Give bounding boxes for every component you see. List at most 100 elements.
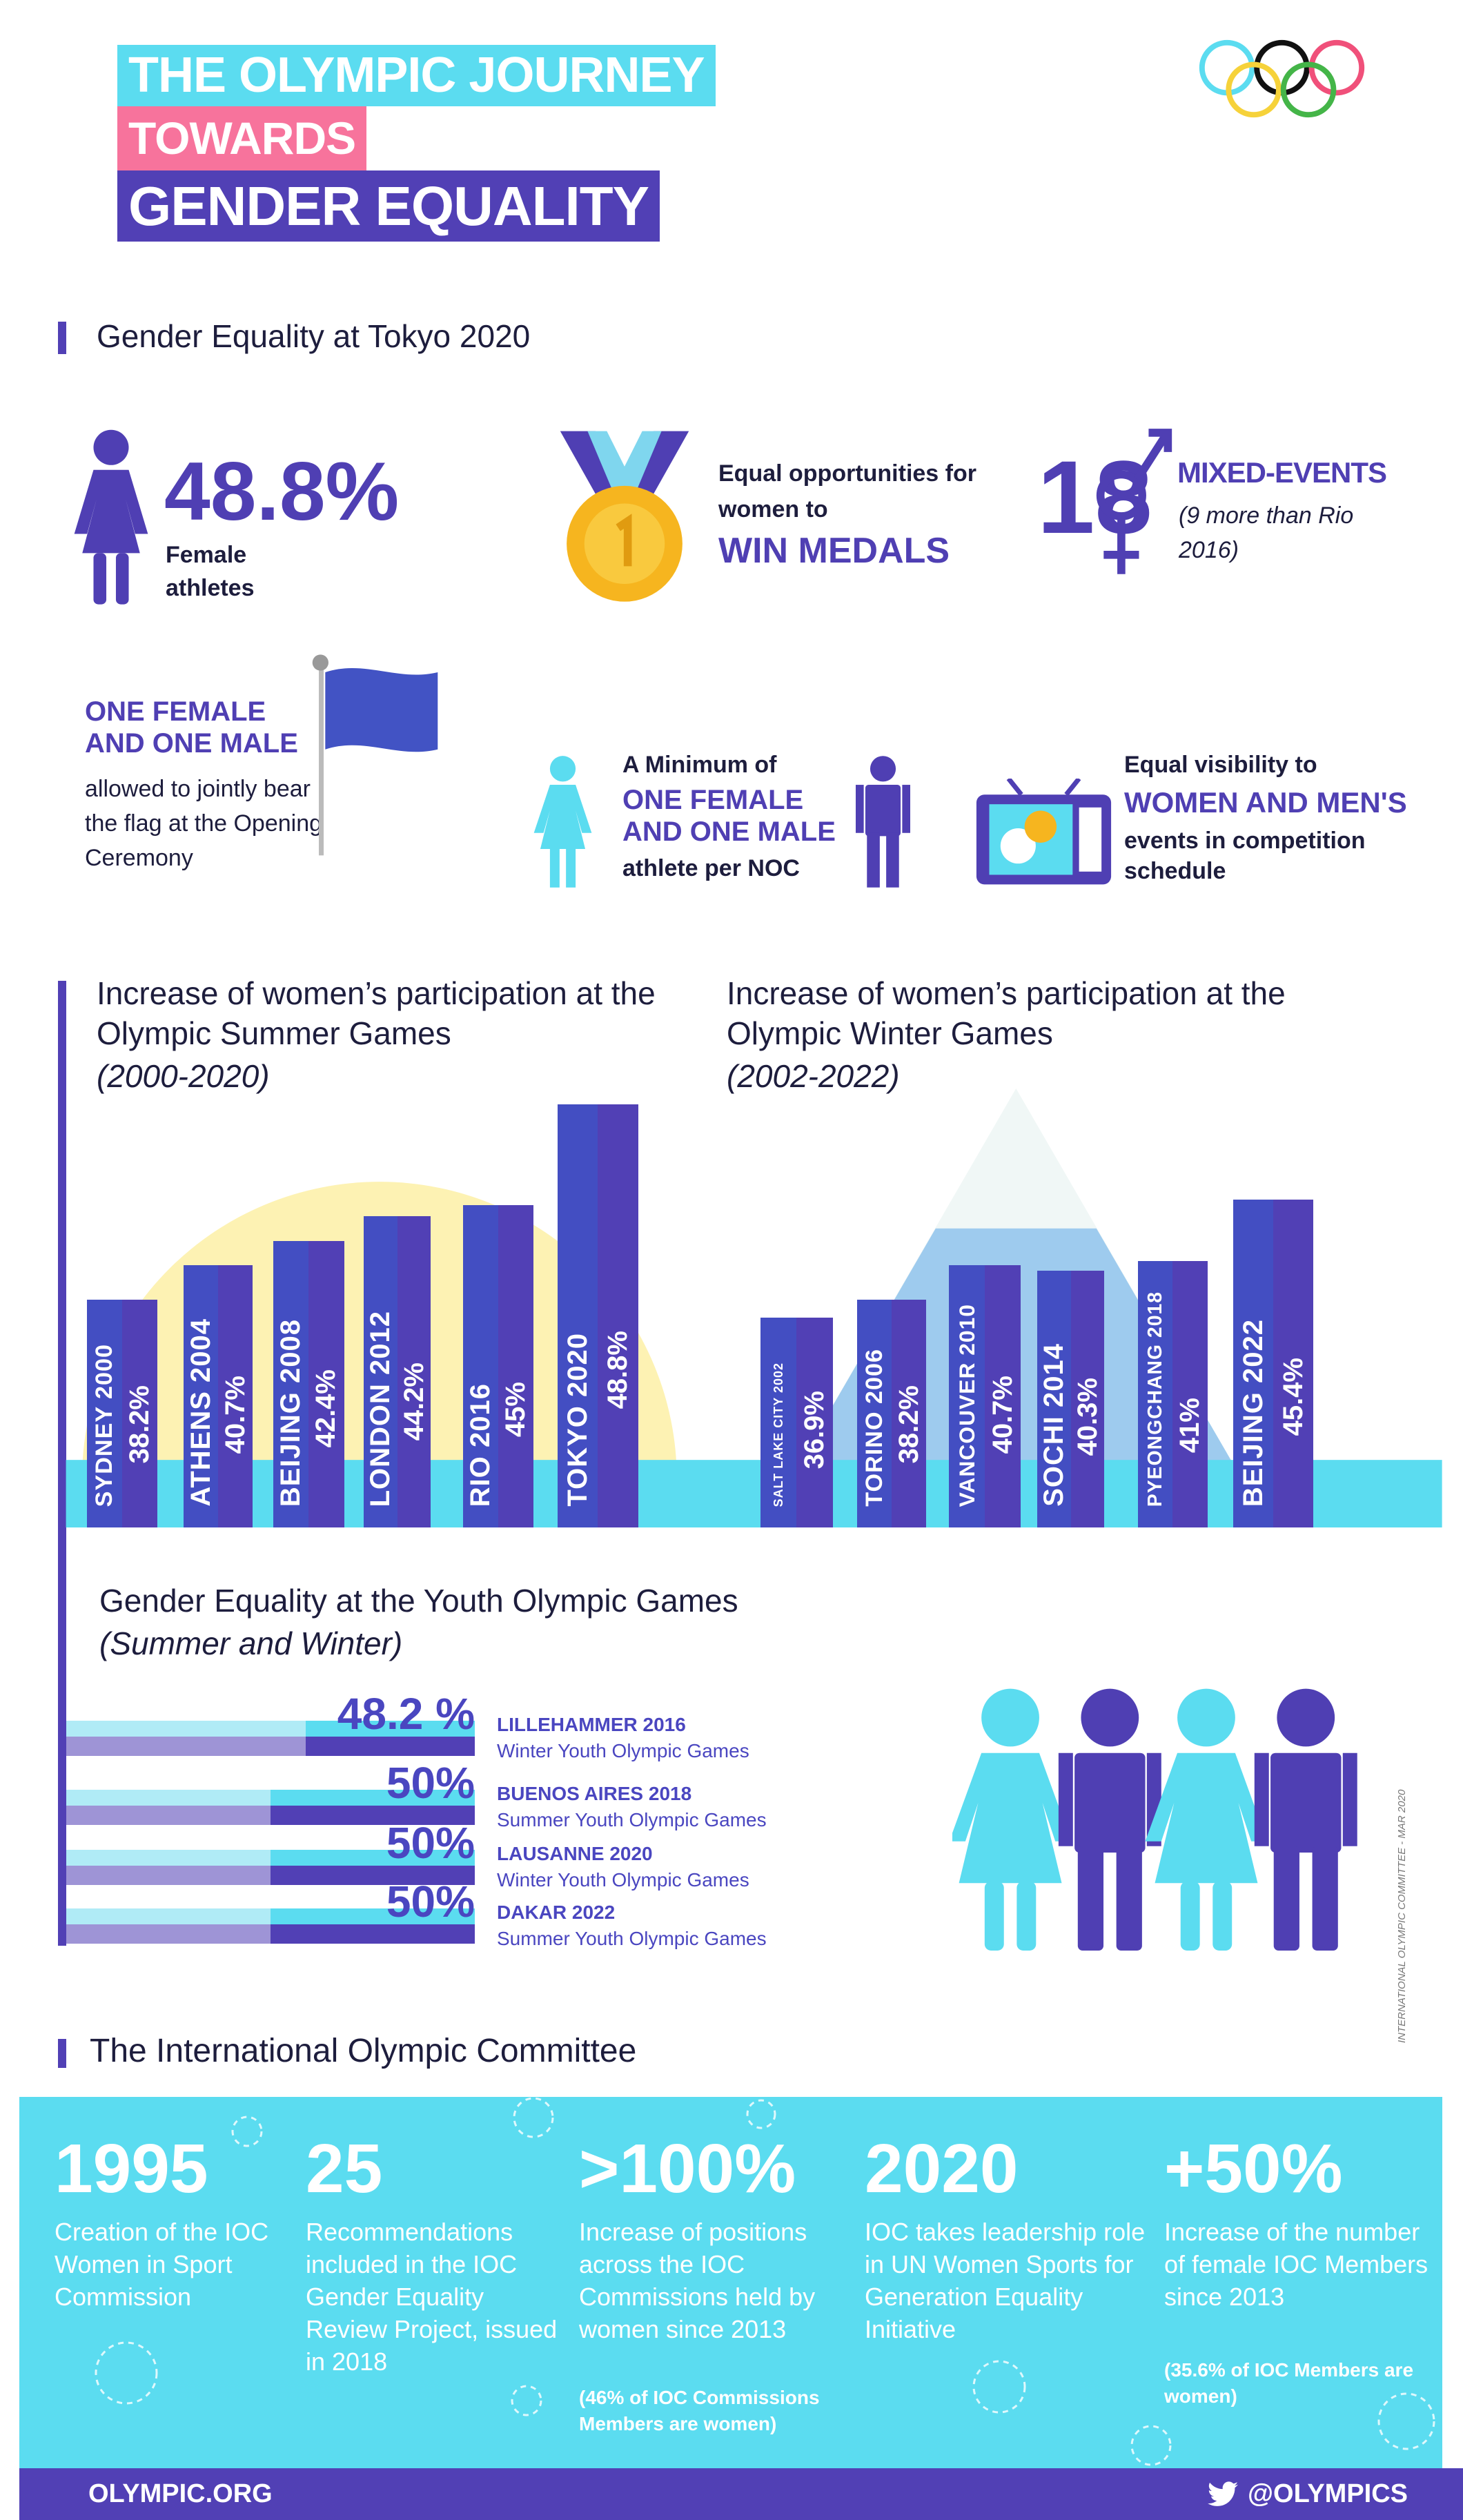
flag-bearer-text: allowed to jointly bear the flag at the … <box>85 776 323 871</box>
bar-category-label: SOCHI 2014 <box>1038 1343 1069 1507</box>
youth-games-name: BUENOS AIRES 2018 <box>497 1783 692 1804</box>
bar-category-label: BEIJING 2022 <box>1237 1318 1268 1507</box>
olympic-rings-logo <box>1199 39 1365 118</box>
bar-category <box>363 1216 397 1528</box>
youth-bar <box>66 1850 475 1885</box>
youth-games-type: Winter Youth Olympic Games <box>497 1740 749 1761</box>
bar-charts: SYDNEY 2000 38.2% ATHENS 2004 40.7% BEIJING … <box>86 1104 1314 1528</box>
bar-value <box>1172 1260 1208 1528</box>
female-share <box>271 1924 475 1944</box>
male-share <box>271 1908 475 1924</box>
stat-description: Increase of the number of female IOC Mem… <box>1164 2218 1428 2311</box>
bar-category <box>86 1299 122 1528</box>
title-line-2: TOWARDS <box>117 106 367 170</box>
bar-value-label: 44.2% <box>398 1362 429 1440</box>
website-link[interactable]: OLYMPIC.ORG <box>88 2479 273 2508</box>
noc-emphasis: ONE FEMALE AND ONE MALE <box>622 785 836 847</box>
bar-value-label: 48.8% <box>602 1330 634 1409</box>
male-share <box>271 1850 475 1866</box>
bar-value-label: 36.9% <box>798 1390 829 1469</box>
medals-emphasis: WIN MEDALS <box>718 531 950 571</box>
flag-icon <box>312 654 438 856</box>
youth-bar <box>66 1908 475 1944</box>
visibility-emphasis: WOMEN AND MEN'S <box>1124 786 1407 819</box>
stat-description: Recommendations included in the IOC Gend… <box>306 2218 558 2376</box>
youth-games-type: Winter Youth Olympic Games <box>497 1869 749 1891</box>
youth-games-name: LAUSANNE 2020 <box>497 1843 653 1864</box>
bar-value <box>308 1241 344 1528</box>
youth-chart-title: Gender Equality at the Youth Olympic Gam… <box>99 1583 738 1619</box>
bar-value <box>498 1205 534 1528</box>
female-athlete-icon-small <box>533 756 592 888</box>
male-athlete-icon-small <box>856 756 910 888</box>
bar-category-label: SYDNEY 2000 <box>90 1343 117 1507</box>
bar-category <box>1037 1270 1071 1528</box>
bar-value <box>984 1264 1021 1528</box>
youth-games-name: DAKAR 2022 <box>497 1902 616 1923</box>
medal-icon <box>560 431 689 602</box>
stat-description: Creation of the IOC Women in Sport Commi… <box>55 2218 269 2311</box>
section-marker <box>58 2039 66 2068</box>
youth-percent: 50% <box>386 1758 475 1808</box>
bar-value-label: 40.7% <box>987 1375 1018 1454</box>
bar-category <box>1233 1200 1273 1528</box>
tokyo-heading: Gender Equality at Tokyo 2020 <box>97 318 531 354</box>
stat-number: 25 <box>306 2130 383 2207</box>
bar-value <box>397 1216 431 1528</box>
bar-value-label: 45% <box>500 1381 531 1437</box>
bar-value-label: 41% <box>1175 1397 1206 1453</box>
noc-text-pre: A Minimum of <box>622 752 777 778</box>
bar-category-label: VANCOUVER 2010 <box>954 1303 979 1507</box>
stat-description: Increase of positions across the IOC Com… <box>579 2218 816 2343</box>
youth-games-type: Summer Youth Olympic Games <box>497 1809 767 1830</box>
bar-category-label: SALT LAKE CITY 2002 <box>771 1362 785 1507</box>
youth-percent: 50% <box>386 1877 475 1926</box>
stat-note: (35.6% of IOC Members are women) <box>1164 2359 1414 2407</box>
youth-percent: 48.2 % <box>337 1689 475 1739</box>
television-icon <box>976 779 1112 885</box>
female-share <box>306 1737 475 1756</box>
bar-category <box>948 1264 985 1528</box>
medals-text: Equal opportunities for women to <box>718 460 976 522</box>
bar-value <box>121 1299 158 1528</box>
copyright-watermark: INTERNATIONAL OLYMPIC COMMITTEE - MAR 20… <box>1396 1789 1408 2043</box>
bar-category-label: TOKYO 2020 <box>562 1333 593 1507</box>
bar-value-label: 40.3% <box>1072 1377 1103 1456</box>
bar-value <box>891 1299 926 1528</box>
bar-category <box>273 1241 309 1528</box>
title-line-1: THE OLYMPIC JOURNEY <box>117 45 716 106</box>
female-share <box>271 1806 475 1825</box>
gender-symbol-icon <box>1096 429 1172 574</box>
twitter-bird-icon[interactable] <box>1208 2481 1238 2507</box>
bar-value-label: 42.4% <box>311 1369 342 1447</box>
ioc-stats-panel <box>19 2097 1442 2468</box>
twitter-handle-link[interactable]: @OLYMPICS <box>1248 2479 1408 2508</box>
bar-value <box>1273 1200 1314 1528</box>
noc-text-post: athlete per NOC <box>622 855 800 881</box>
stat-number: 1995 <box>55 2130 208 2207</box>
bar-category-label: BEIJING 2008 <box>275 1318 306 1507</box>
summer-chart-title: Increase of women’s participation at the… <box>97 975 656 1051</box>
bar-value-label: 45.4% <box>1277 1357 1308 1436</box>
female-share <box>271 1866 475 1885</box>
decor-circles <box>95 2097 1435 2466</box>
summer-chart-subtitle: (2000-2020) <box>97 1058 270 1094</box>
bar-value-label: 38.2% <box>893 1385 924 1463</box>
female-athletes-label: Female athletes <box>166 542 255 601</box>
stat-number: +50% <box>1164 2130 1343 2207</box>
flag-bearer-emphasis: ONE FEMALE AND ONE MALE <box>85 696 298 759</box>
bar-value-label: 38.2% <box>124 1385 155 1463</box>
bar-category <box>1138 1260 1173 1528</box>
mixed-events-label: MIXED-EVENTS <box>1177 456 1387 489</box>
youth-bar <box>66 1721 475 1756</box>
visibility-text-post: events in competition schedule <box>1124 828 1366 884</box>
stat-description: IOC takes leadership role in UN Women Sp… <box>865 2218 1146 2343</box>
bar-category-label: RIO 2016 <box>464 1383 495 1507</box>
bar-category <box>183 1264 218 1528</box>
youth-chart-subtitle: (Summer and Winter) <box>99 1625 403 1661</box>
bar-category <box>760 1317 796 1528</box>
bar-value <box>1070 1270 1105 1528</box>
bar-value <box>796 1317 833 1528</box>
bar-value-label: 40.7% <box>219 1375 251 1454</box>
charts-vertical-rule <box>58 981 66 1946</box>
